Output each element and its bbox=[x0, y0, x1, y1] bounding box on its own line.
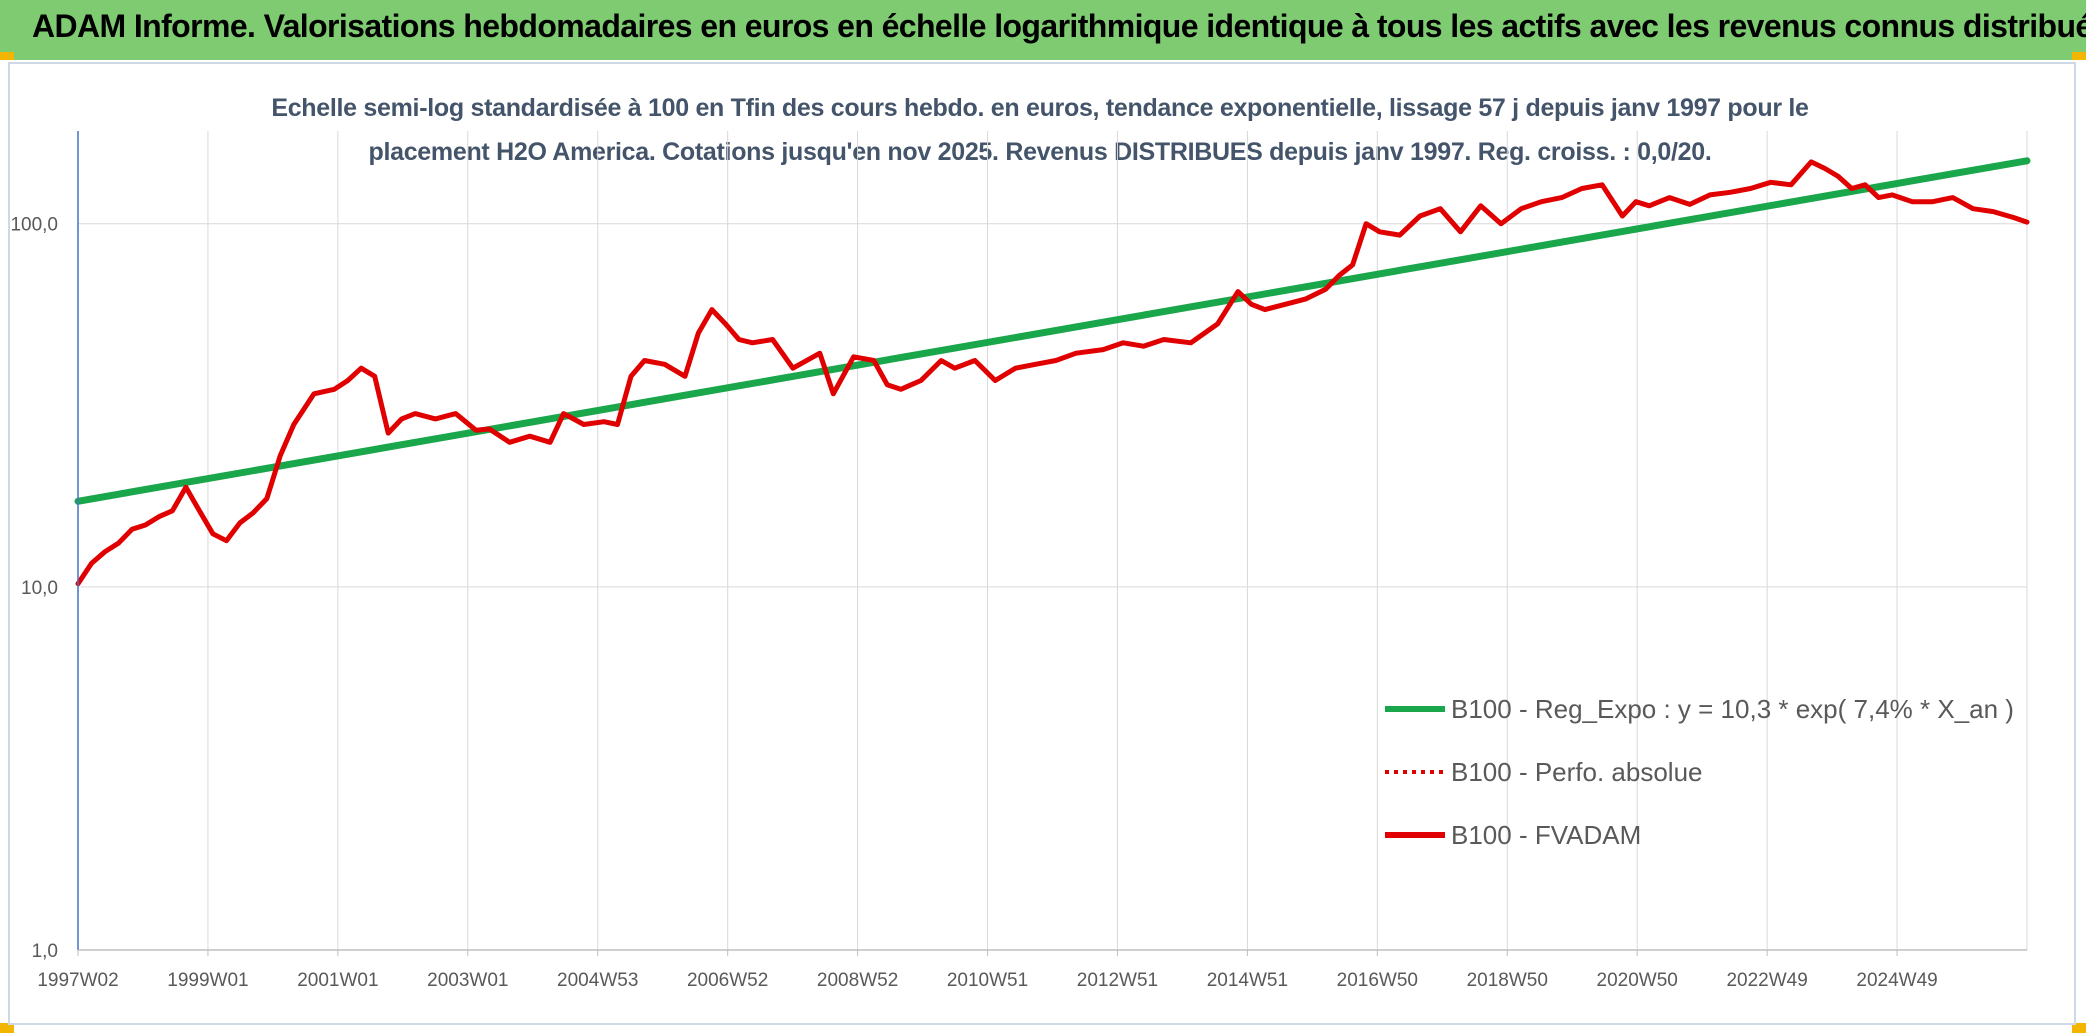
corner-marker-bottom-right bbox=[2072, 1023, 2086, 1033]
series-line-0 bbox=[74, 157, 2031, 505]
x-tick-label: 2008W52 bbox=[817, 970, 898, 991]
chart-title: Echelle semi-log standardisée à 100 en T… bbox=[200, 86, 1880, 174]
legend-label-1: B100 - Perfo. absolue bbox=[1451, 757, 1703, 787]
y-tick-label: 1,0 bbox=[32, 941, 58, 962]
x-tick-label: 2003W01 bbox=[427, 970, 508, 991]
x-tick-label: 2020W50 bbox=[1597, 970, 1678, 991]
legend-label-2: B100 - FVADAM bbox=[1451, 820, 1641, 850]
x-tick-label: 2012W51 bbox=[1077, 970, 1158, 991]
report-title: ADAM Informe. Valorisations hebdomadaire… bbox=[32, 8, 2086, 44]
corner-marker-bottom-left bbox=[0, 1023, 14, 1033]
chart-title-line-2: placement H2O America. Cotations jusqu'e… bbox=[368, 138, 1712, 166]
x-tick-label: 1997W02 bbox=[37, 970, 118, 991]
series-layer bbox=[74, 157, 2031, 587]
y-tick-label: 10,0 bbox=[21, 578, 58, 599]
x-tick-label: 2022W49 bbox=[1726, 970, 1807, 991]
x-tick-label: 2006W52 bbox=[687, 970, 768, 991]
series-line-2 bbox=[75, 159, 2030, 587]
chart-frame bbox=[8, 62, 2076, 1025]
corner-marker-top-right bbox=[2072, 52, 2086, 60]
chart-title-line-1: Echelle semi-log standardisée à 100 en T… bbox=[271, 94, 1809, 122]
axes: 1,0 10,0 100,0 1997W02 1999W01 2001W01 2003W01… bbox=[10, 131, 2027, 991]
legend: B100 - Reg_Expo : y = 10,3 * exp( 7,4% *… bbox=[1385, 694, 2014, 850]
x-tick-label: 2010W51 bbox=[947, 970, 1028, 991]
y-tick-label: 100,0 bbox=[10, 215, 58, 236]
x-tick-label: 1999W01 bbox=[167, 970, 248, 991]
corner-marker-top-left bbox=[0, 52, 14, 60]
x-tick-label: 2004W53 bbox=[557, 970, 638, 991]
grid bbox=[77, 131, 2028, 951]
x-tick-label: 2018W50 bbox=[1467, 970, 1548, 991]
x-tick-label: 2001W01 bbox=[297, 970, 378, 991]
x-tick-label: 2024W49 bbox=[1856, 970, 1937, 991]
report-header: ADAM Informe. Valorisations hebdomadaire… bbox=[0, 0, 2086, 60]
x-tick-label: 2016W50 bbox=[1337, 970, 1418, 991]
x-tick-label: 2014W51 bbox=[1207, 970, 1288, 991]
legend-label-0: B100 - Reg_Expo : y = 10,3 * exp( 7,4% *… bbox=[1451, 694, 2014, 724]
